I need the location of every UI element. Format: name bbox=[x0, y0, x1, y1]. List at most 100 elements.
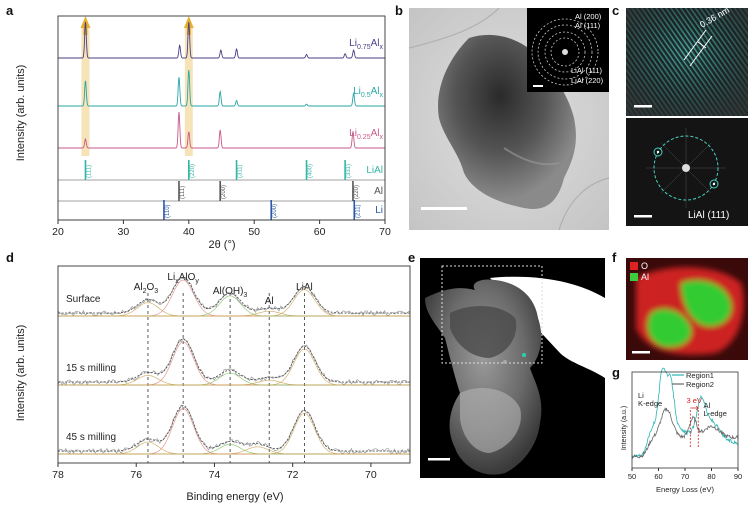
eds-map: O Al bbox=[626, 258, 748, 360]
xps-fit-component bbox=[58, 372, 410, 386]
xrd-series-line bbox=[58, 111, 385, 149]
xrd-arrow-stem bbox=[83, 27, 88, 35]
xps-envelope bbox=[58, 405, 410, 452]
xps-frame bbox=[57, 265, 411, 464]
panel-label-d: d bbox=[6, 250, 14, 265]
panel-label-g: g bbox=[612, 365, 620, 380]
panel-label-c: c bbox=[612, 3, 620, 18]
xrd-highlights bbox=[80, 16, 194, 156]
xrd-reference-bars: (111) (220) (311) (400) (331) LiAl(111) (200)(… bbox=[58, 160, 385, 221]
panel-label-f: f bbox=[612, 250, 617, 265]
xrd-arrow-stem bbox=[186, 27, 191, 35]
xps-ylabel: Intensity (arb. units) bbox=[15, 325, 27, 422]
panel-label-e: e bbox=[408, 250, 416, 265]
xrd-ref-hkl: (110) bbox=[165, 204, 171, 218]
xrd-xtick-label: 70 bbox=[379, 226, 391, 238]
tem-image: Al (200) Al (111) LiAl (111) LiAl (220) bbox=[409, 8, 609, 230]
eels-shift-label: 3 eV bbox=[687, 396, 702, 405]
xrd-ref-hkl: (111) bbox=[180, 186, 186, 199]
xrd-ref-hkl: (220) bbox=[354, 185, 360, 199]
xrd-xtick-label: 20 bbox=[52, 226, 64, 238]
xps-spectrum-label: Surface bbox=[66, 294, 101, 305]
saed-label-al200: Al (200) bbox=[575, 12, 602, 21]
xrd-xtick-label: 30 bbox=[118, 226, 130, 238]
eels-xtick-label: 80 bbox=[707, 472, 715, 481]
eels-al-edge-label: Al bbox=[704, 401, 711, 410]
fft-image: LiAl (111) bbox=[626, 118, 748, 226]
panel-label-a: a bbox=[6, 3, 14, 18]
xps-spectrum-label: 45 s milling bbox=[66, 432, 116, 443]
panel-label-b: b bbox=[395, 3, 403, 18]
scale-bar bbox=[421, 207, 467, 210]
eels-shift-arrow-icon bbox=[690, 405, 699, 411]
xrd-ref-name: Al bbox=[374, 186, 383, 197]
xrd-ref-hkl: (311) bbox=[238, 164, 244, 178]
eels-xtick-label: 90 bbox=[734, 472, 742, 481]
eels-spectra bbox=[631, 367, 739, 459]
xrd-ref-hkl: (200) bbox=[221, 185, 227, 199]
xrd-axes: 20 30 40 50 60 70 bbox=[52, 15, 391, 238]
saed-label-liai220: LiAl (220) bbox=[571, 76, 604, 85]
xps-fit-component bbox=[58, 348, 410, 386]
xps-component-label: LiAl bbox=[296, 282, 313, 293]
xrd-frame bbox=[57, 15, 386, 221]
legend-o: O bbox=[641, 261, 648, 271]
xrd-ref-hkl: (331) bbox=[346, 164, 352, 178]
xrd-ref-hkl: (400) bbox=[308, 164, 314, 178]
xps-component-label: Al(OH)3 bbox=[213, 286, 248, 299]
eels-al-edge-label: L-edge bbox=[704, 409, 727, 418]
xrd-ref-name: Li bbox=[375, 205, 383, 216]
xrd-series-line bbox=[58, 69, 385, 107]
xps-data-line bbox=[57, 277, 411, 317]
eels-xtick-label: 50 bbox=[628, 472, 636, 481]
xrd-xtick-label: 60 bbox=[314, 226, 326, 238]
eels-series-line bbox=[631, 367, 739, 459]
eels-li-edge-label: K-edge bbox=[638, 399, 662, 408]
xps-xtick-label: 76 bbox=[130, 469, 142, 481]
eels-xtick-label: 60 bbox=[654, 472, 662, 481]
xps-fit-component bbox=[58, 412, 410, 455]
xps-fit-component bbox=[58, 310, 410, 317]
eels-legend-label: Region1 bbox=[686, 371, 714, 380]
xrd-ref-hkl: (111) bbox=[86, 165, 92, 178]
saed-label-al111: Al (111) bbox=[575, 21, 601, 30]
xrd-highlight-band bbox=[184, 26, 193, 156]
fft-label: LiAl (111) bbox=[688, 210, 729, 221]
xrd-series-label: Li0.25Alx bbox=[349, 128, 383, 141]
xrd-series-label: Li0.75Alx bbox=[349, 38, 383, 51]
eels-xlabel: Energy Loss (eV) bbox=[656, 485, 714, 494]
legend-al: Al bbox=[641, 272, 649, 282]
xps-axes: 78 76 74 72 70 bbox=[52, 265, 411, 481]
xps-spectrum-label: 15 s milling bbox=[66, 363, 116, 374]
eels-ylabel: Intensity (a.u.) bbox=[621, 406, 628, 450]
xps-fit-component bbox=[58, 444, 410, 455]
xps-fit-component bbox=[58, 289, 410, 317]
xrd-ref-hkl: (200) bbox=[272, 204, 278, 218]
eels-series-line bbox=[631, 406, 739, 459]
eels-frame bbox=[631, 371, 739, 469]
xps-xtick-label: 70 bbox=[365, 469, 377, 481]
hrtem-image: 0.36 nm bbox=[626, 8, 748, 116]
xps-xtick-label: 72 bbox=[287, 469, 299, 481]
xrd-xtick-label: 40 bbox=[183, 226, 195, 238]
xps-data-line bbox=[57, 337, 411, 386]
xrd-ref-hkl: (220) bbox=[190, 164, 196, 178]
xrd-spectra: Li0.75Alx Li0.5Alx Li0.25Alx bbox=[58, 21, 385, 149]
xps-data-line bbox=[57, 404, 411, 455]
eels-li-edge-label: Li bbox=[638, 391, 644, 400]
xrd-series-label: Li0.5Alx bbox=[353, 86, 383, 99]
saed-inset: Al (200) Al (111) LiAl (111) LiAl (220) bbox=[527, 8, 609, 92]
xps-component-label: Al2O3 bbox=[134, 282, 159, 295]
xrd-chart: Li0.75Alx Li0.5Alx Li0.25Alx (111) (220) (31… bbox=[15, 15, 391, 251]
saed-label-liai111: LiAl (111) bbox=[571, 66, 602, 75]
stem-image bbox=[420, 258, 605, 478]
xrd-ref-name: LiAl bbox=[366, 165, 383, 176]
xps-xlabel: Binding energy (eV) bbox=[186, 491, 283, 503]
eels-xtick-label: 70 bbox=[681, 472, 689, 481]
eels-legend-label: Region2 bbox=[686, 380, 714, 389]
xrd-highlight-band bbox=[81, 26, 90, 156]
xrd-ref-hkl: (211) bbox=[355, 204, 361, 218]
